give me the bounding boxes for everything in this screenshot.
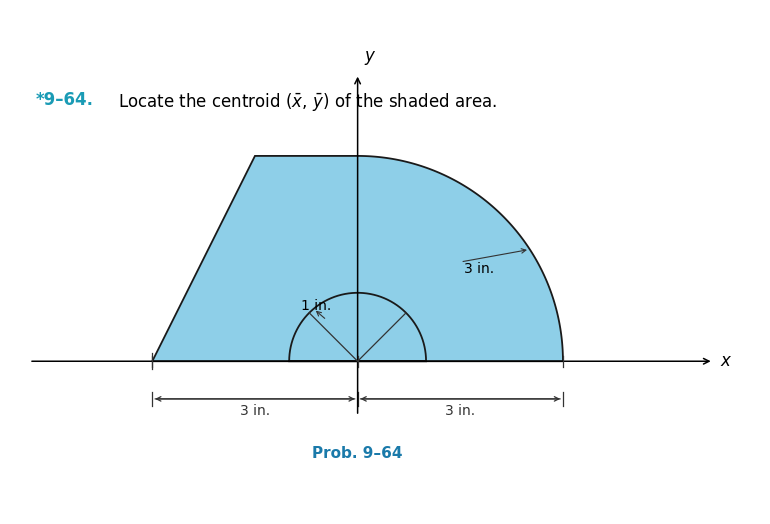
Polygon shape [152, 156, 563, 361]
Text: 3 in.: 3 in. [240, 405, 270, 418]
Text: Prob. 9–64: Prob. 9–64 [313, 446, 403, 461]
Text: 3 in.: 3 in. [445, 405, 475, 418]
Text: 3 in.: 3 in. [464, 262, 494, 276]
Text: $x$: $x$ [721, 352, 733, 370]
Text: Locate the centroid $(\bar{x},\, \bar{y})$ of the shaded area.: Locate the centroid $(\bar{x},\, \bar{y}… [118, 91, 497, 113]
Text: 1 in.: 1 in. [301, 300, 332, 313]
Text: *9–64.: *9–64. [36, 91, 94, 109]
Text: $y$: $y$ [364, 49, 377, 67]
